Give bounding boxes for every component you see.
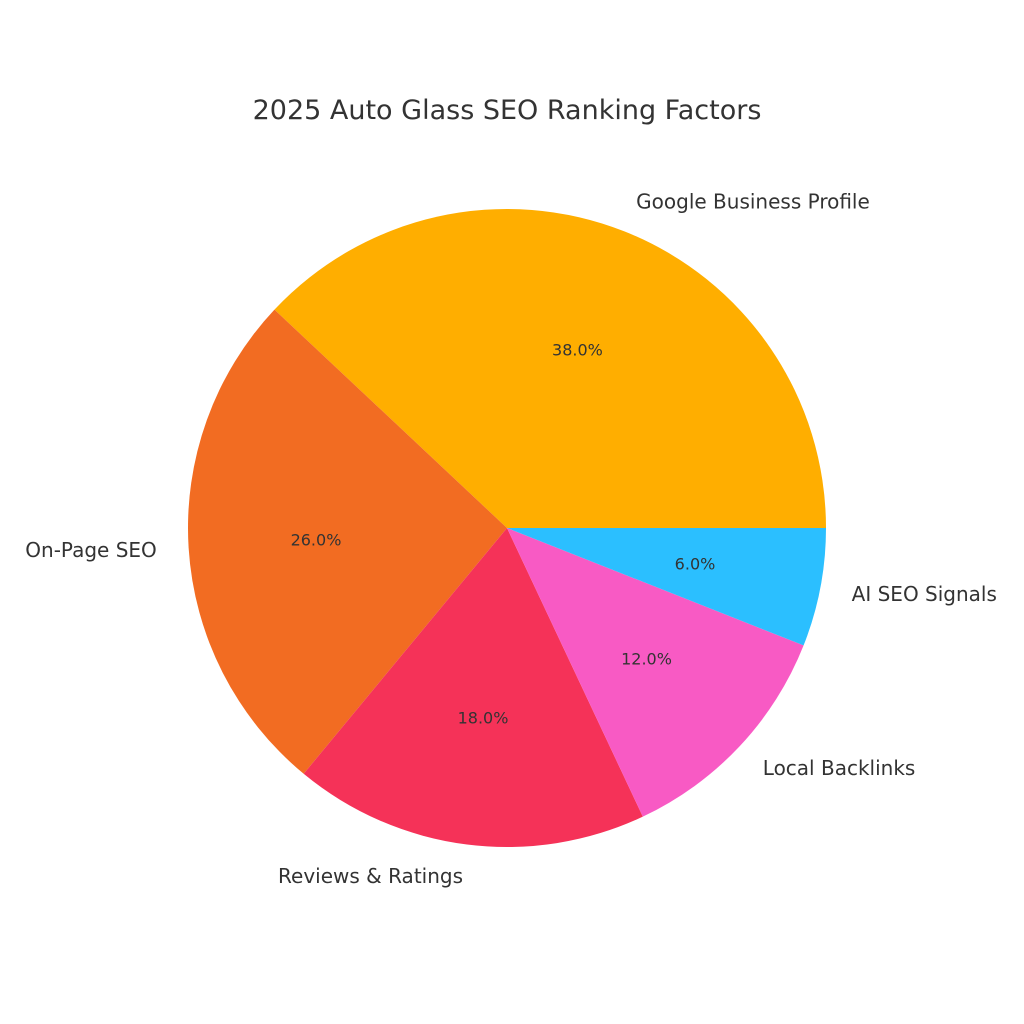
chart-title: 2025 Auto Glass SEO Ranking Factors bbox=[253, 95, 762, 126]
pie-slices bbox=[187, 209, 827, 847]
slice-label-local-backlinks: Local Backlinks bbox=[763, 756, 916, 780]
percentage-labels: 38.0% 26.0% 18.0% 12.0% 6.0% bbox=[291, 341, 716, 728]
percent-label-on-page-seo: 26.0% bbox=[291, 531, 342, 550]
slice-label-google-business-profile: Google Business Profile bbox=[636, 190, 870, 214]
slice-label-reviews-and-ratings: Reviews & Ratings bbox=[278, 864, 463, 888]
percent-label-google-business-profile: 38.0% bbox=[552, 341, 603, 360]
pie-slice-reviews-and-ratings bbox=[303, 528, 643, 847]
pie-slice-local-backlinks bbox=[507, 528, 804, 817]
percent-label-local-backlinks: 12.0% bbox=[621, 650, 672, 669]
slice-label-ai-seo-signals: AI SEO Signals bbox=[852, 582, 997, 606]
pie-slice-ai-seo-signals bbox=[507, 528, 826, 646]
pie-slice-google-business-profile bbox=[274, 209, 827, 528]
slice-labels: Google Business Profile On-Page SEO Review… bbox=[25, 190, 997, 888]
slice-label-on-page-seo: On-Page SEO bbox=[25, 538, 156, 562]
pie-slice-on-page-seo bbox=[187, 309, 507, 774]
percent-label-reviews-and-ratings: 18.0% bbox=[458, 708, 509, 727]
percent-label-ai-seo-signals: 6.0% bbox=[675, 554, 716, 573]
